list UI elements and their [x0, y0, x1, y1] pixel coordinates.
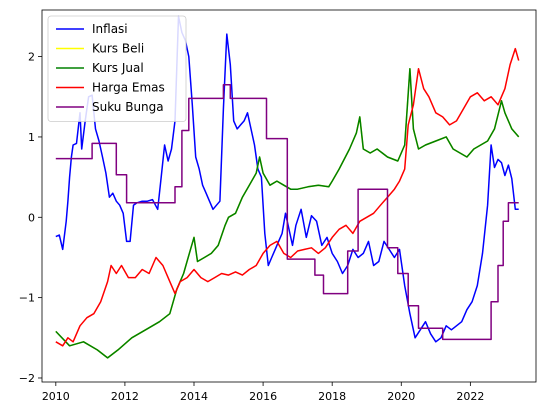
y-tick-label: 2: [28, 51, 35, 64]
legend-entry-label: Suku Bunga: [92, 100, 164, 114]
x-tick-label: 2018: [318, 390, 346, 403]
legend-box: [47, 15, 187, 122]
legend: Inflasi Kurs Beli Kurs Jual Harga Emas Suku …: [47, 15, 187, 122]
x-tick-label: 2016: [249, 390, 277, 403]
y-tick-label: −2: [19, 372, 35, 385]
series-line-suku-bunga: [55, 83, 519, 341]
y-tick-label: 1: [28, 131, 35, 144]
series-layer: [55, 15, 520, 359]
legend-entry-label: Kurs Beli: [92, 42, 144, 56]
plot-frame: [41, 9, 537, 383]
legend-entry-label: Harga Emas: [92, 81, 165, 95]
y-tick-label: −1: [19, 292, 35, 305]
x-tick-label: 2022: [456, 390, 484, 403]
x-tick-label: 2012: [111, 390, 139, 403]
x-tick-label: 2014: [180, 390, 208, 403]
x-tick-label: 2020: [387, 390, 415, 403]
series-line-inflasi: [55, 15, 519, 343]
axes: 2010 2012 2014 2016 2018 2020 2022 −2 −1 0 1 2: [19, 9, 537, 403]
legend-entry-label: Kurs Jual: [92, 61, 144, 75]
x-tick-label: 2010: [42, 390, 70, 403]
y-tick-label: 0: [28, 211, 35, 224]
series-line-harga-emas: [55, 47, 520, 347]
legend-entry-label: Inflasi: [92, 22, 128, 36]
